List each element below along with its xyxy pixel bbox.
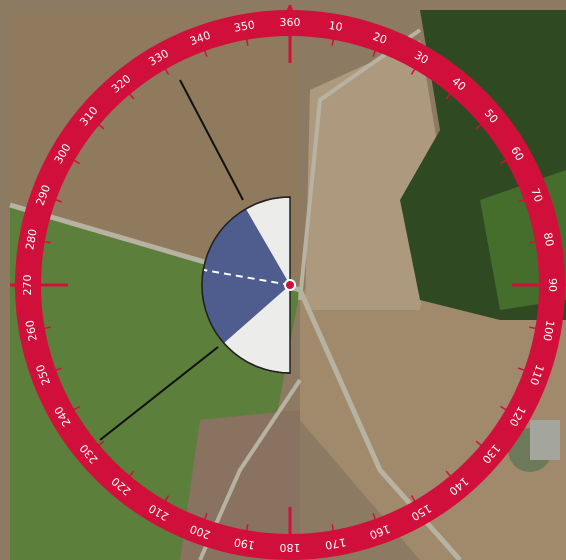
ring-label: 180	[280, 541, 301, 554]
map-view: 3601020304050607080901001101201301401501…	[0, 0, 566, 560]
north-mark: 0	[286, 5, 294, 19]
ring-label: 90	[546, 278, 559, 292]
ring-label: 270	[21, 275, 34, 296]
west-mark: U	[14, 280, 23, 294]
page: 3601020304050607080901001101201301401501…	[0, 0, 566, 560]
ring-label: 80	[541, 231, 556, 247]
ring-label: 10	[328, 19, 344, 34]
